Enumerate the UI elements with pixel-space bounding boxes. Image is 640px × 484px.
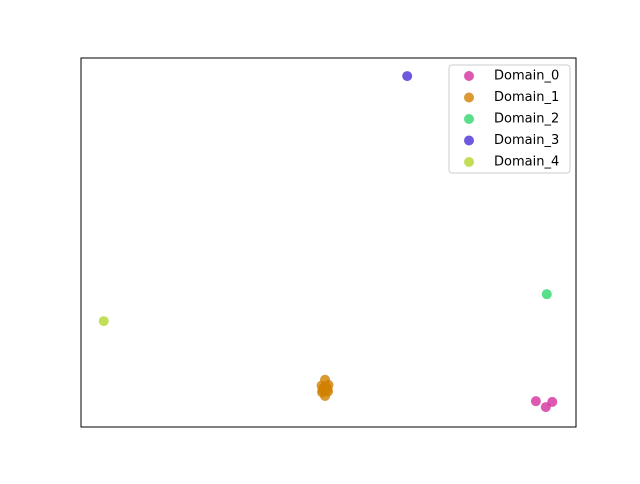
- point: [547, 396, 558, 407]
- legend-marker: [464, 92, 474, 103]
- legend-marker: [464, 71, 474, 81]
- legend-marker: [464, 135, 474, 146]
- legend-label: Domain_3: [494, 133, 559, 148]
- point: [402, 71, 413, 82]
- legend-marker: [464, 114, 474, 124]
- legend-label: Domain_2: [494, 112, 559, 127]
- legend-box: [448, 64, 571, 174]
- plot-frame: [80, 57, 577, 428]
- point: [98, 316, 109, 327]
- legend-label: Domain_4: [494, 155, 559, 170]
- point: [323, 386, 334, 397]
- point: [541, 289, 552, 300]
- point: [530, 396, 541, 407]
- legend-label: Domain_1: [494, 90, 559, 105]
- legend-marker: [464, 157, 474, 167]
- legend-label: Domain_0: [494, 69, 559, 84]
